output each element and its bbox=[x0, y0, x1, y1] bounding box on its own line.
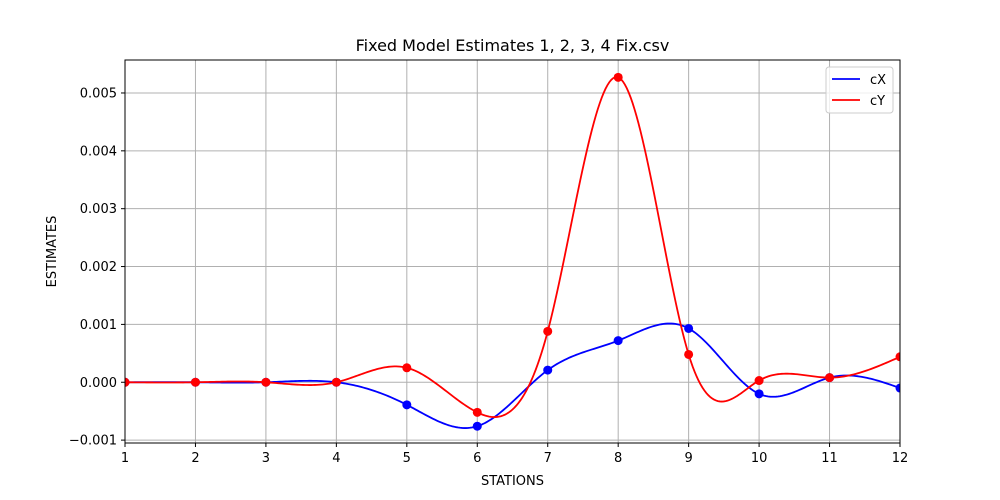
data-point-cx bbox=[895, 383, 900, 393]
x-tick-label: 2 bbox=[191, 451, 199, 466]
x-tick-label: 9 bbox=[684, 451, 692, 466]
chart-title: Fixed Model Estimates 1, 2, 3, 4 Fix.csv bbox=[356, 36, 670, 55]
data-point-cy bbox=[402, 363, 412, 373]
data-point-cy bbox=[895, 352, 900, 362]
data-point-cy bbox=[190, 377, 200, 387]
x-tick-label: 10 bbox=[751, 451, 768, 466]
y-tick-label: 0.000 bbox=[80, 376, 117, 391]
x-axis: 1 2 3 4 5 6 7 8 9 10 11 12 bbox=[121, 443, 908, 466]
data-point-cy bbox=[754, 376, 764, 386]
y-tick-label: 0.005 bbox=[80, 86, 117, 101]
legend-label-cx: cX bbox=[870, 73, 886, 88]
data-point-cx bbox=[613, 336, 623, 346]
legend: cX cY bbox=[825, 66, 894, 114]
data-point-cy bbox=[613, 72, 623, 82]
y-tick-label: −0.001 bbox=[69, 434, 117, 449]
x-tick-label: 11 bbox=[821, 451, 838, 466]
y-tick-label: 0.001 bbox=[80, 318, 117, 333]
y-tick-label: 0.002 bbox=[80, 260, 117, 275]
x-tick-label: 3 bbox=[262, 451, 270, 466]
data-point-cy bbox=[684, 349, 694, 359]
data-point-cx bbox=[543, 365, 553, 375]
y-tick-label: 0.003 bbox=[80, 202, 117, 217]
data-point-cx bbox=[402, 400, 412, 410]
data-point-cy bbox=[472, 407, 482, 417]
data-point-cy bbox=[331, 377, 341, 387]
plot-frame bbox=[124, 59, 901, 444]
data-point-cx bbox=[684, 323, 694, 333]
data-point-cy bbox=[125, 377, 130, 387]
legend-label-cy: cY bbox=[870, 94, 885, 109]
series-layer bbox=[125, 72, 900, 431]
y-axis: −0.001 0.000 0.001 0.002 0.003 0.004 0.005 bbox=[69, 86, 125, 449]
series-line-cy bbox=[125, 76, 900, 418]
x-tick-label: 6 bbox=[473, 451, 481, 466]
x-tick-label: 8 bbox=[614, 451, 622, 466]
x-tick-label: 7 bbox=[544, 451, 552, 466]
data-point-cx bbox=[754, 389, 764, 399]
data-point-cx bbox=[472, 421, 482, 431]
x-tick-label: 12 bbox=[892, 451, 909, 466]
y-tick-label: 0.004 bbox=[80, 144, 117, 159]
data-point-cy bbox=[825, 373, 835, 383]
data-point-cy bbox=[543, 326, 553, 336]
x-tick-label: 1 bbox=[121, 451, 129, 466]
y-axis-label: ESTIMATES bbox=[45, 216, 60, 288]
x-axis-label: STATIONS bbox=[481, 474, 544, 489]
data-point-cy bbox=[261, 377, 271, 387]
x-tick-label: 5 bbox=[403, 451, 411, 466]
x-tick-label: 4 bbox=[332, 451, 340, 466]
